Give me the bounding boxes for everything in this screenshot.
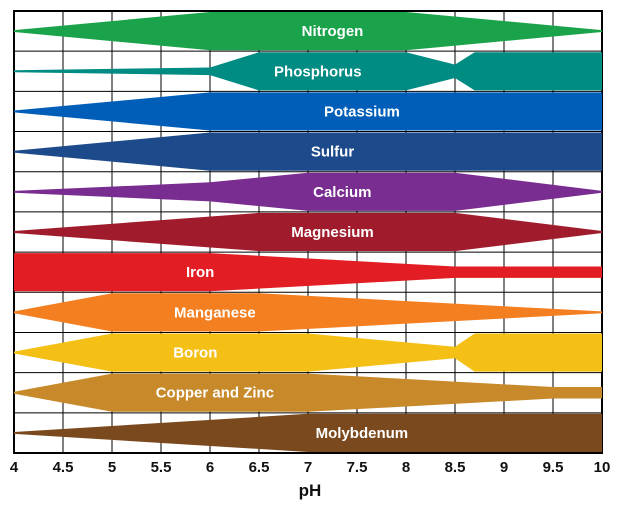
x-tick-label: 4 xyxy=(10,459,19,476)
x-axis-title: pH xyxy=(299,481,322,500)
x-tick-label: 10 xyxy=(594,459,611,476)
band-boron xyxy=(14,333,602,372)
band-label-potassium: Potassium xyxy=(324,103,400,120)
band-label-calcium: Calcium xyxy=(313,184,371,201)
x-tick-label: 6.5 xyxy=(249,459,270,476)
band-label-nitrogen: Nitrogen xyxy=(302,23,364,40)
band-label-boron: Boron xyxy=(173,345,217,362)
band-label-iron: Iron xyxy=(186,264,214,281)
x-tick-label: 7.5 xyxy=(347,459,368,476)
x-tick-label: 5 xyxy=(108,459,116,476)
band-label-molybdenum: Molybdenum xyxy=(316,425,409,442)
horizontal-gridlines xyxy=(14,50,602,414)
x-tick-label: 5.5 xyxy=(151,459,172,476)
band-manganese xyxy=(14,293,602,332)
band-iron xyxy=(14,253,602,292)
x-tick-label: 9.5 xyxy=(543,459,564,476)
x-tick-label: 8 xyxy=(402,459,410,476)
band-copper-and-zinc xyxy=(14,373,602,412)
band-nitrogen xyxy=(14,12,602,51)
x-tick-label: 9 xyxy=(500,459,508,476)
x-tick-label: 4.5 xyxy=(53,459,74,476)
x-tick-label: 8.5 xyxy=(445,459,466,476)
band-phosphorus xyxy=(14,52,602,91)
band-label-copper-and-zinc: Copper and Zinc xyxy=(156,385,274,402)
band-label-sulfur: Sulfur xyxy=(311,144,354,161)
band-calcium xyxy=(14,172,602,211)
band-molybdenum xyxy=(14,413,602,452)
band-label-phosphorus: Phosphorus xyxy=(274,63,362,80)
band-sulfur xyxy=(14,132,602,171)
band-magnesium xyxy=(14,212,602,252)
band-label-manganese: Manganese xyxy=(174,304,256,321)
nutrient-bands: Nitrogen Phosphorus Potassium Sulfur Calcium… xyxy=(14,12,602,452)
band-label-magnesium: Magnesium xyxy=(291,224,374,241)
band-potassium xyxy=(14,92,602,131)
x-tick-label: 7 xyxy=(304,459,312,476)
x-tick-label: 6 xyxy=(206,459,214,476)
x-tick-labels: 4 4.5 5 5.5 6 6.5 7 7.5 8 8.5 9 9.5 10 xyxy=(10,459,611,476)
